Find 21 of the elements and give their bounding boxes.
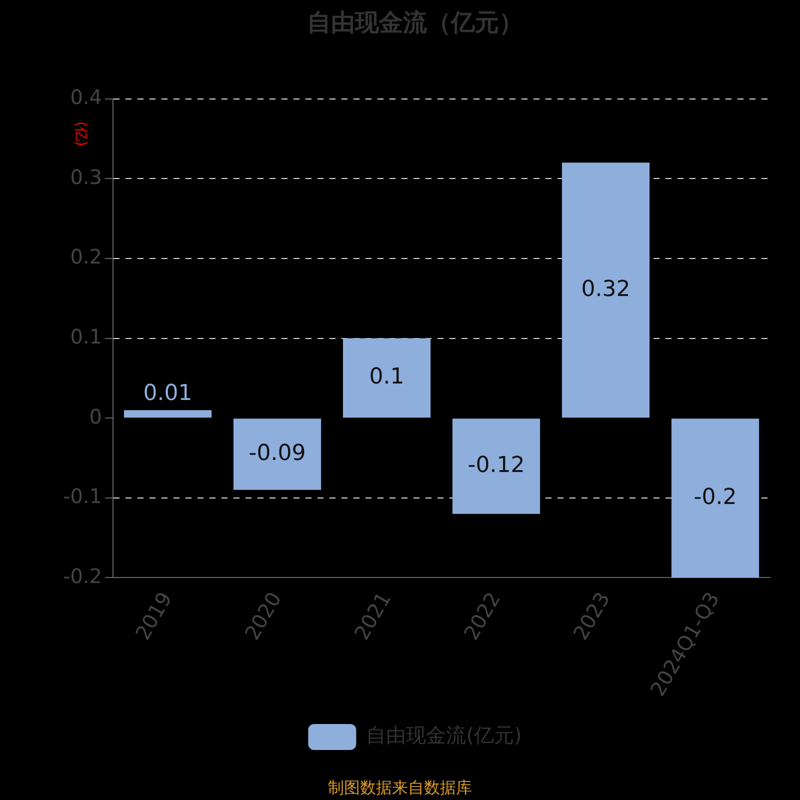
y-tick-label: 0.2 [70, 244, 102, 269]
data-label: -0.12 [468, 452, 525, 478]
y-axis-title: (亿) [72, 121, 88, 146]
bar [124, 410, 212, 418]
y-tick-label: -0.2 [62, 564, 102, 588]
data-label: 0.32 [581, 276, 630, 302]
data-label: 0.01 [143, 380, 192, 406]
y-tick-label: 0 [89, 404, 102, 428]
bar [562, 162, 650, 418]
bar [671, 418, 760, 578]
bar [342, 338, 431, 418]
y-tick-label: 0.1 [70, 324, 102, 348]
data-label: 0.1 [369, 364, 404, 390]
y-tick-label: -0.1 [62, 484, 102, 508]
data-label: -0.2 [694, 484, 737, 510]
y-tick-label: 0.4 [70, 85, 102, 110]
data-label: -0.09 [248, 440, 306, 466]
y-tick-label: 0.3 [70, 164, 102, 189]
bar [452, 418, 540, 514]
text: 制图数据来自数据库 [327, 778, 473, 799]
bar [233, 418, 322, 490]
